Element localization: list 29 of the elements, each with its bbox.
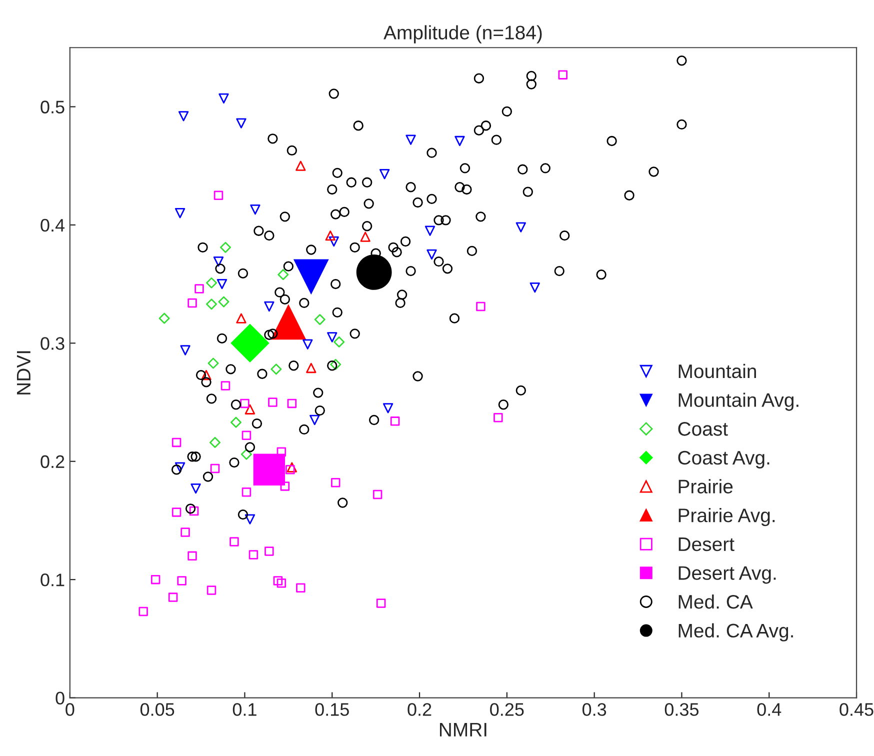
y-tick-label: 0.2 <box>40 455 64 468</box>
x-axis-title: NMRI <box>440 722 486 736</box>
legend-label: Prairie Avg. <box>678 508 775 526</box>
y-axis-title: NDVI <box>16 351 30 394</box>
x-tick-label: 0.25 <box>490 703 524 716</box>
x-tick-label: 0.4 <box>757 703 782 716</box>
legend-label: Coast Avg. <box>678 450 770 468</box>
x-tick-label: 0.35 <box>664 703 699 716</box>
y-tick-label: 0.5 <box>40 100 64 114</box>
x-tick-label: 0.05 <box>140 703 174 716</box>
legend-label: Med. CA <box>678 594 753 609</box>
x-tick-label: 0.45 <box>840 703 874 716</box>
legend-label: Desert <box>678 538 734 552</box>
x-tick-label: 0.15 <box>315 703 349 716</box>
y-tick-label: 0.4 <box>40 218 65 232</box>
legend-label: Mountain Avg. <box>678 392 798 411</box>
x-tick-label: 0.1 <box>232 703 256 716</box>
legend-label: Desert Avg. <box>678 566 776 584</box>
chart-title: Amplitude (n=184) <box>384 25 542 44</box>
legend-label: Mountain <box>678 364 756 378</box>
legend-label: Coast <box>678 422 728 436</box>
x-tick-label: 0.3 <box>582 703 606 716</box>
x-tick-label: 0.2 <box>408 703 432 716</box>
y-tick-label: 0.1 <box>40 574 64 586</box>
y-tick-label: 0.3 <box>40 337 64 350</box>
x-tick-label: 0 <box>66 703 74 716</box>
y-tick-label: 0 <box>56 692 64 705</box>
legend-label: Med. CA Avg. <box>678 623 793 642</box>
legend-label: Prairie <box>678 479 733 494</box>
